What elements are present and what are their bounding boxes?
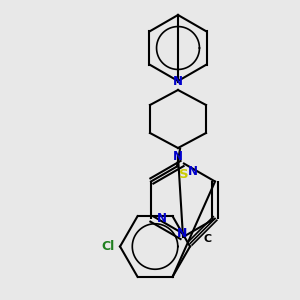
Text: N: N bbox=[188, 165, 198, 178]
Text: N: N bbox=[177, 227, 187, 240]
Text: C: C bbox=[203, 234, 211, 244]
Text: N: N bbox=[173, 75, 183, 88]
Text: N: N bbox=[173, 150, 183, 163]
Text: Cl: Cl bbox=[102, 240, 115, 253]
Text: N: N bbox=[157, 212, 167, 225]
Text: S: S bbox=[179, 169, 189, 182]
